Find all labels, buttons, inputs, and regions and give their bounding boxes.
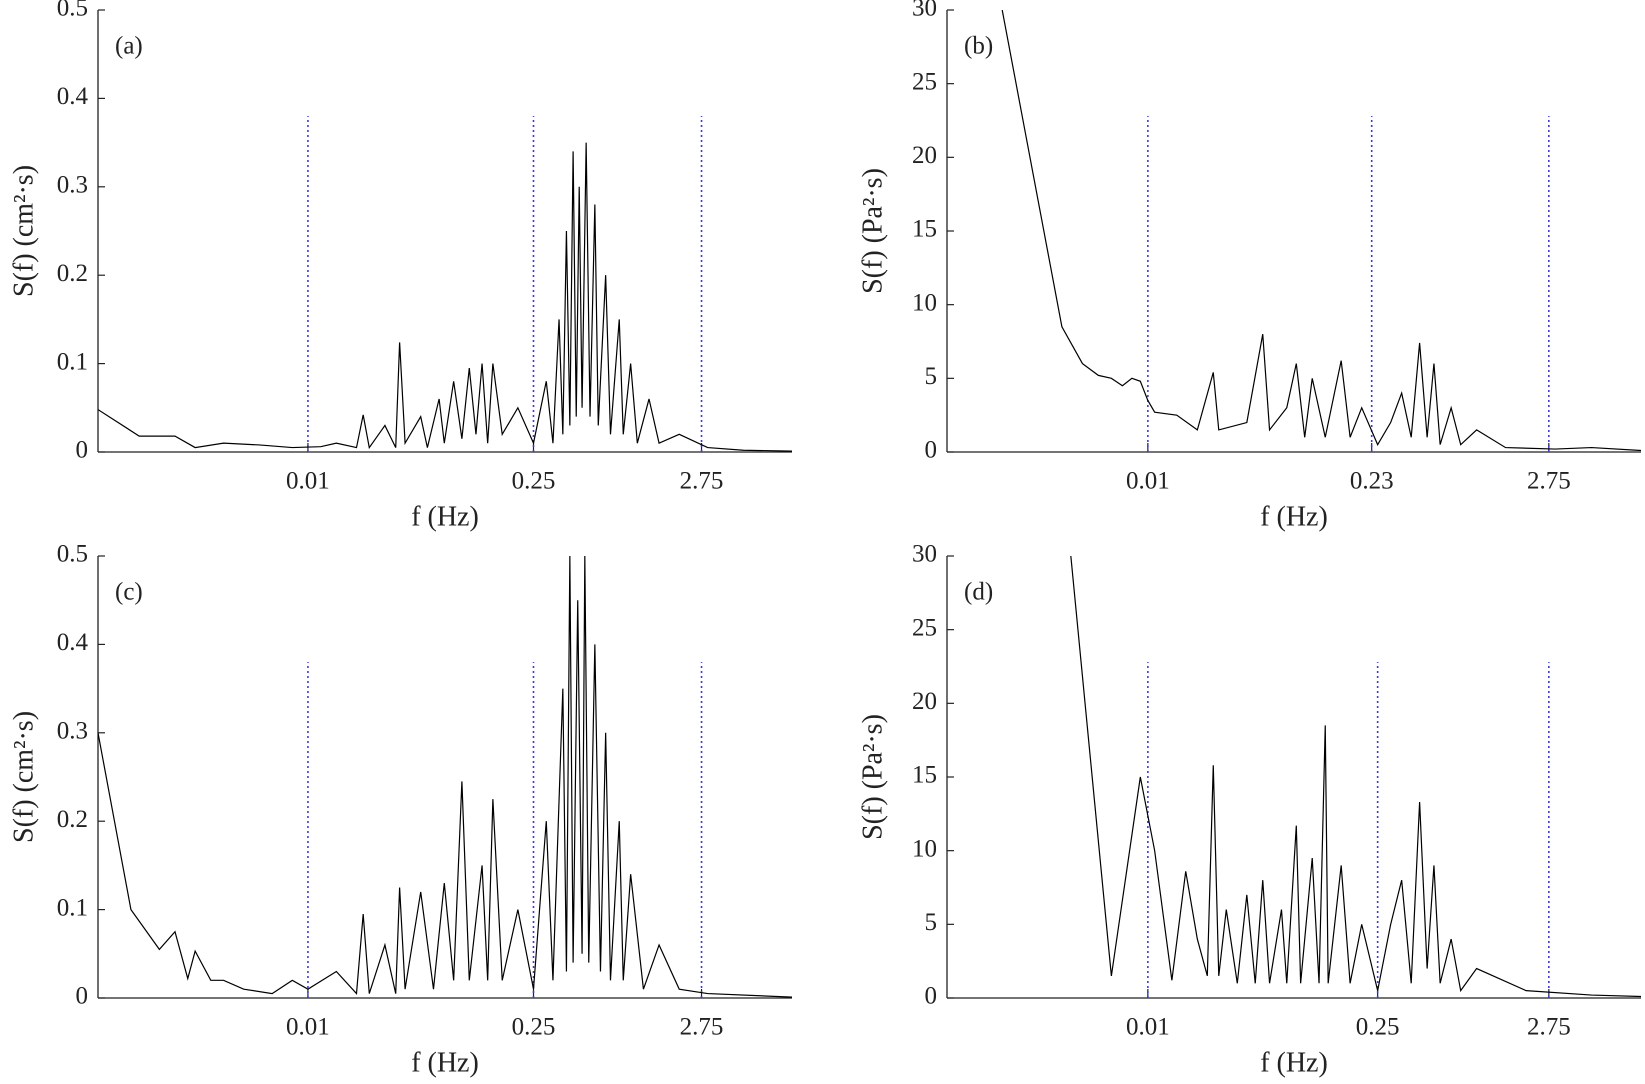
y-tick-label: 0.5 [57,0,88,22]
y-tick-label: 0.3 [57,172,88,199]
spectrum-line [98,556,792,998]
x-tick-label: 2.75 [680,1014,724,1041]
y-tick-label: 0.3 [57,718,88,745]
panel: 0 5 10 15 20 25 30 0.01 0.25 2.75 (d) f (Hz) S(f) (P… [857,541,1641,1078]
y-tick-label: 0 [925,983,938,1010]
x-tick-label: 0.23 [1350,468,1394,495]
x-tick-label: 0.01 [286,468,330,495]
x-tick-label: 2.75 [1527,468,1571,495]
y-axis-label: S(f) (cm²·s) [8,165,39,297]
y-tick-label: 10 [912,289,937,316]
panel-label: (c) [115,579,143,606]
spectrum-line [1001,10,1641,452]
panel: 0 0.1 0.2 0.3 0.4 0.5 0.01 0.25 2.75 (c) f (Hz) S(f… [8,541,792,1078]
x-tick-label: 0.25 [512,468,556,495]
x-tick-label: 2.75 [680,468,724,495]
panel: 0 0.1 0.2 0.3 0.4 0.5 0.01 0.25 2.75 (a) f (Hz) S(f… [8,0,792,532]
y-tick-label: 0.2 [57,260,88,287]
y-tick-label: 0.4 [57,83,89,110]
y-tick-label: 25 [912,614,937,641]
x-tick-label: 0.25 [1356,1014,1400,1041]
y-tick-label: 30 [912,541,937,568]
y-tick-label: 30 [912,0,937,22]
y-tick-label: 15 [912,762,937,789]
x-tick-label: 0.01 [1126,1014,1170,1041]
y-tick-label: 25 [912,68,937,95]
panel-label: (a) [115,33,143,60]
x-axis-label: f (Hz) [411,1047,479,1078]
y-tick-label: 0 [76,437,89,464]
y-axis-label: S(f) (cm²·s) [8,711,39,843]
spectrum-line [1070,556,1641,998]
x-tick-label: 0.01 [1126,468,1170,495]
x-axis-label: f (Hz) [411,501,479,532]
panel-label: (d) [964,579,993,606]
y-tick-label: 0.5 [57,541,88,568]
y-tick-label: 20 [912,142,937,169]
y-tick-label: 0.2 [57,806,88,833]
x-axis-label: f (Hz) [1260,501,1328,532]
y-tick-label: 0.4 [57,629,89,656]
x-axis-label: f (Hz) [1260,1047,1328,1078]
y-tick-label: 20 [912,688,937,715]
y-axis-label: S(f) (Pa²·s) [857,168,888,294]
spectrum-line [98,142,792,452]
y-axis-label: S(f) (Pa²·s) [857,714,888,840]
x-tick-label: 2.75 [1527,1014,1571,1041]
y-tick-label: 0 [76,983,89,1010]
y-tick-label: 0.1 [57,348,88,375]
y-tick-label: 0 [925,437,938,464]
x-tick-label: 0.25 [512,1014,556,1041]
panel: 0 5 10 15 20 25 30 0.01 0.23 2.75 (b) f (Hz) S(f) (P… [857,0,1641,532]
x-tick-label: 0.01 [286,1014,330,1041]
y-tick-label: 5 [925,909,938,936]
y-tick-label: 0.1 [57,894,88,921]
panel-label: (b) [964,33,993,60]
y-tick-label: 10 [912,835,937,862]
y-tick-label: 15 [912,216,937,243]
y-tick-label: 5 [925,363,938,390]
